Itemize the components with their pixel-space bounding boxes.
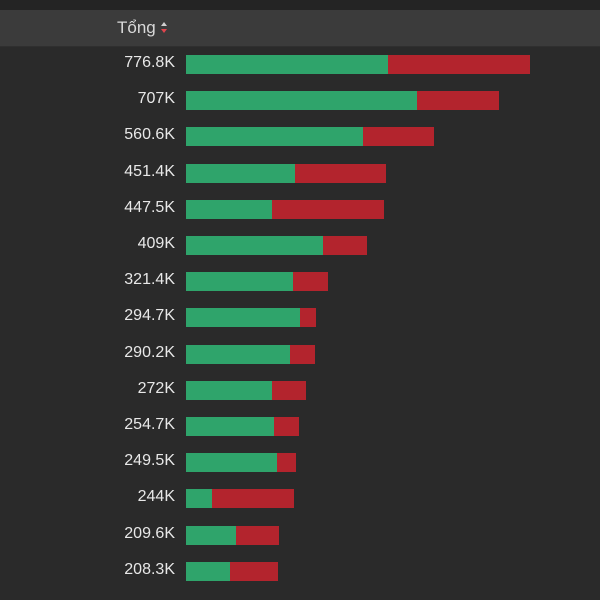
- bar-buy-segment: [186, 163, 295, 183]
- table-row[interactable]: 254.7K: [0, 408, 600, 444]
- row-bar: [186, 453, 297, 473]
- bar-sell-segment: [271, 199, 385, 219]
- row-bar: [186, 55, 530, 74]
- bar-buy-segment: [186, 236, 323, 255]
- row-bar: [186, 308, 317, 328]
- table-row[interactable]: 249.5K: [0, 444, 600, 480]
- bar-sell-segment: [271, 380, 307, 400]
- row-total: 254.7K: [124, 416, 175, 433]
- row-bar: [186, 561, 279, 581]
- bar-buy-segment: [186, 91, 418, 111]
- table-row[interactable]: 294.7K: [0, 299, 600, 335]
- row-total: 244K: [137, 488, 175, 506]
- sort-down-arrow-icon: [160, 29, 167, 33]
- bar-buy-segment: [186, 127, 363, 147]
- table-row[interactable]: 290.2K: [0, 336, 600, 372]
- row-bar: [186, 272, 329, 292]
- table-row[interactable]: 447.5K: [0, 191, 600, 227]
- table-row[interactable]: 776.8K: [0, 46, 600, 82]
- bar-buy-segment: [186, 344, 291, 364]
- bar-buy-segment: [186, 453, 278, 473]
- bar-sell-segment: [293, 272, 329, 292]
- row-bar: [186, 236, 368, 255]
- row-total: 208.3K: [124, 560, 175, 578]
- bar-buy-segment: [186, 525, 236, 545]
- table-row[interactable]: 272K: [0, 372, 600, 408]
- row-bar: [186, 489, 295, 509]
- top-strip: [0, 0, 600, 10]
- sort-up-arrow-icon: [160, 22, 167, 26]
- column-header[interactable]: Tổng: [0, 10, 600, 47]
- table-row[interactable]: 244K: [0, 480, 600, 516]
- bar-buy-segment: [186, 561, 230, 581]
- bar-sell-segment: [229, 561, 279, 581]
- bar-buy-segment: [186, 199, 272, 219]
- bar-sell-segment: [235, 525, 279, 545]
- row-total: 451.4K: [124, 162, 175, 180]
- row-bar: [186, 163, 386, 183]
- bar-buy-segment: [186, 380, 272, 400]
- row-bar: [186, 127, 435, 147]
- row-total: 409K: [137, 235, 175, 252]
- row-bar: [186, 525, 279, 545]
- row-bar: [186, 344, 315, 364]
- bar-sell-segment: [211, 489, 295, 509]
- bar-sell-segment: [294, 163, 386, 183]
- bar-buy-segment: [186, 272, 294, 292]
- bar-sell-segment: [274, 417, 299, 436]
- table-row[interactable]: 409K: [0, 227, 600, 263]
- sort-descending-icon[interactable]: [160, 19, 170, 37]
- table-row[interactable]: 209.6K: [0, 517, 600, 553]
- table-row[interactable]: 451.4K: [0, 155, 600, 191]
- table-row[interactable]: 321.4K: [0, 263, 600, 299]
- bar-buy-segment: [186, 489, 212, 509]
- row-bar: [186, 91, 500, 111]
- row-bar: [186, 199, 385, 219]
- bar-buy-segment: [186, 417, 275, 436]
- row-total: 290.2K: [124, 343, 175, 361]
- row-bar: [186, 380, 307, 400]
- row-total: 294.7K: [124, 307, 175, 325]
- row-bar: [186, 417, 299, 436]
- bar-sell-segment: [387, 55, 530, 74]
- row-total: 209.6K: [124, 524, 175, 542]
- column-header-total[interactable]: Tổng: [117, 18, 170, 38]
- bar-sell-segment: [417, 91, 500, 111]
- bar-sell-segment: [277, 453, 297, 473]
- row-total: 447.5K: [124, 198, 175, 216]
- bar-sell-segment: [299, 308, 317, 328]
- row-total: 776.8K: [124, 54, 175, 71]
- bar-sell-segment: [322, 236, 368, 255]
- row-total: 560.6K: [124, 126, 175, 144]
- row-total: 321.4K: [124, 271, 175, 289]
- column-header-label: Tổng: [117, 18, 156, 37]
- table-row[interactable]: 208.3K: [0, 553, 600, 589]
- bar-buy-segment: [186, 55, 388, 74]
- row-total: 249.5K: [124, 452, 175, 470]
- bar-buy-segment: [186, 308, 300, 328]
- row-total: 272K: [137, 379, 175, 397]
- table-row[interactable]: 560.6K: [0, 118, 600, 154]
- table-row[interactable]: 707K: [0, 82, 600, 118]
- bar-sell-segment: [362, 127, 435, 147]
- row-total: 707K: [137, 90, 175, 108]
- bar-sell-segment: [290, 344, 315, 364]
